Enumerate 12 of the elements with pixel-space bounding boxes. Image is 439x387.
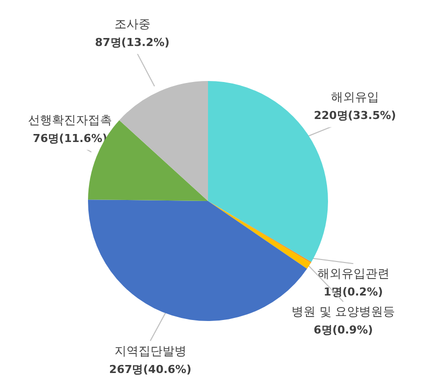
data-label: 6명(0.9%) — [314, 324, 373, 337]
slice-label: 지역집단발병 — [114, 344, 186, 358]
slice-label: 조사중 — [114, 16, 150, 31]
data-label: 1명(0.2%) — [324, 286, 383, 299]
slice-label: 병원 및 요양병원등 — [291, 304, 396, 319]
slice-label: 해외유입관련 — [317, 266, 390, 281]
data-label: 267명(40.6%) — [109, 362, 192, 376]
data-label: 87명(13.2%) — [95, 36, 170, 49]
data-label: 220명(33.5%) — [314, 109, 396, 122]
slice-label: 선행확진자접촉 — [28, 112, 112, 127]
data-label: 76명(11.6%) — [32, 132, 108, 145]
slice-label: 해외유입 — [330, 90, 379, 104]
